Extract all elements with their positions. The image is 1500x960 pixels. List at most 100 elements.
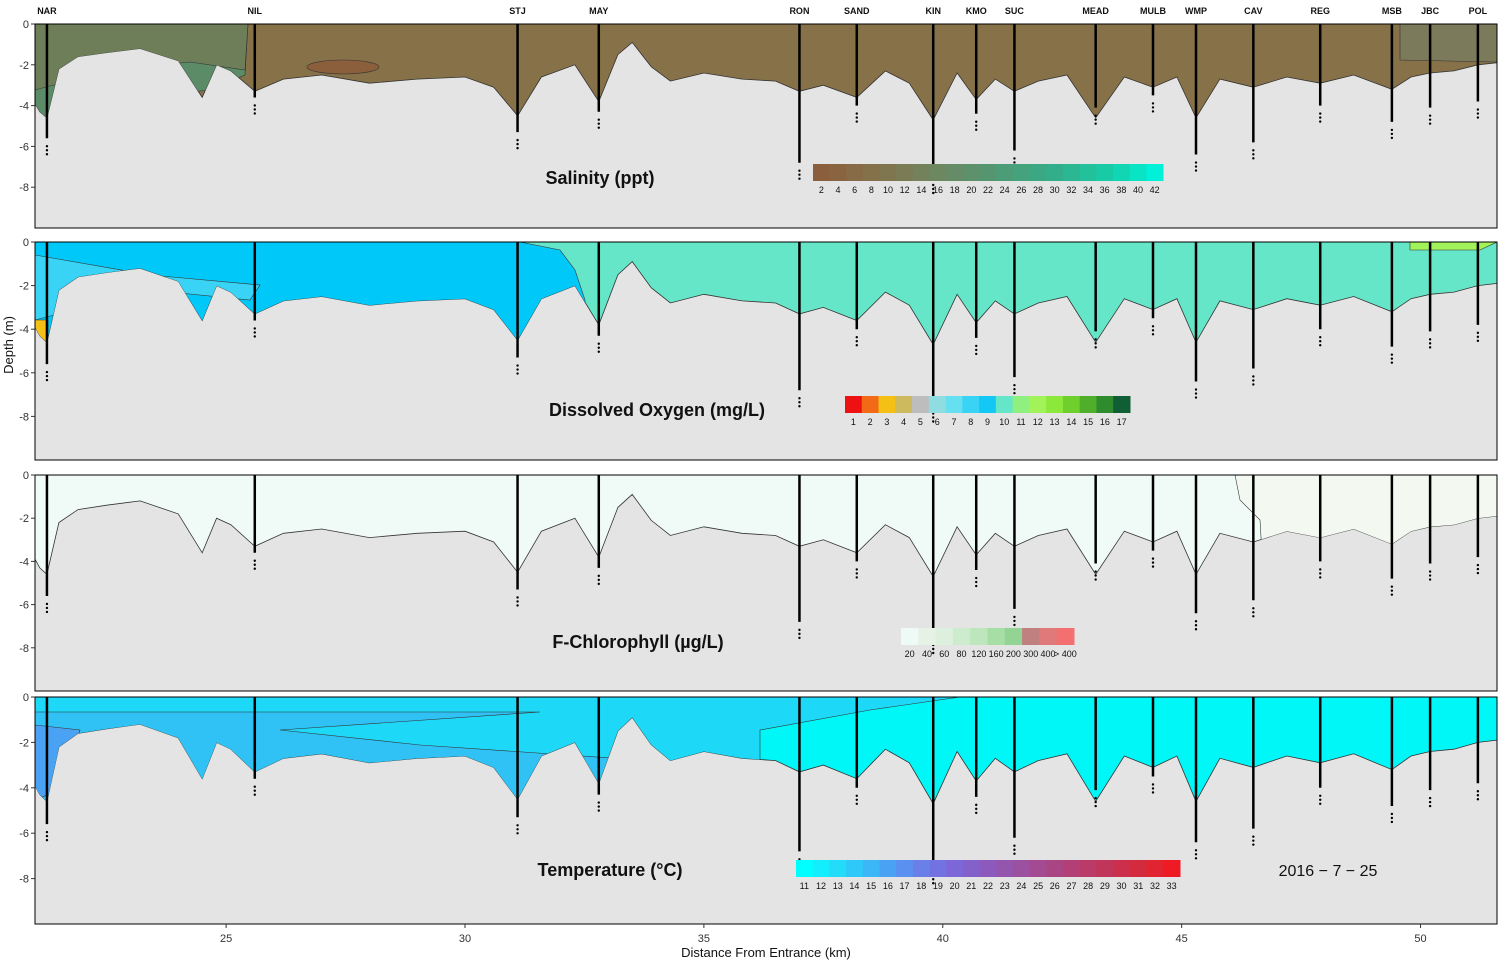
legend-swatch <box>1146 860 1164 877</box>
station-sample-dot <box>1194 165 1198 168</box>
legend-swatch <box>846 164 864 181</box>
legend-tick-label: 300 <box>1023 649 1038 659</box>
station-sample-dot <box>1094 796 1097 800</box>
station-sample-dot <box>516 604 519 607</box>
station-label-pol: POL <box>1469 6 1488 16</box>
station-sample-dot <box>45 149 49 152</box>
legend-swatch <box>1113 860 1131 877</box>
legend-swatch <box>896 164 914 181</box>
station-sample-dot <box>975 124 978 127</box>
panel-title: Salinity (ppt) <box>546 168 655 188</box>
station-sample-dot <box>1428 342 1432 345</box>
legend-swatch <box>1029 860 1047 877</box>
station-sample-dot <box>597 805 600 808</box>
panel-border <box>34 241 1498 461</box>
legend-swatch <box>901 628 919 645</box>
legend-tick-label: 12 <box>816 881 826 891</box>
station-sample-dot <box>1151 329 1155 332</box>
y-tick-label: -6 <box>19 828 29 840</box>
station-sample-dot <box>1252 843 1255 846</box>
legend-swatch <box>895 396 913 413</box>
y-tick-label: -4 <box>19 556 29 568</box>
station-label-nar: NAR <box>37 6 57 16</box>
legend-tick-label: 24 <box>1000 185 1010 195</box>
station-sample-dot <box>1476 798 1480 801</box>
station-sample-dot <box>1428 346 1432 349</box>
station-sample-dot <box>45 602 49 606</box>
legend-tick-label: 42 <box>1150 185 1160 195</box>
station-sample-dot <box>516 372 519 375</box>
station-sample-dot <box>1319 112 1322 115</box>
legend-swatch <box>946 860 964 877</box>
station-sample-dot <box>798 177 801 180</box>
station-sample-dot <box>516 828 519 831</box>
legend-swatch <box>979 164 997 181</box>
station-sample-dot <box>1428 118 1432 121</box>
legend-tick-label: 30 <box>1050 185 1060 195</box>
station-label-reg: REG <box>1310 6 1330 16</box>
station-sample-dot <box>253 327 256 330</box>
station-sample-dot <box>253 793 256 796</box>
station-sample-dot <box>1194 161 1198 164</box>
station-sample-dot <box>1390 589 1394 592</box>
legend-tick-label: 11 <box>800 881 809 891</box>
legend-swatch <box>796 860 814 877</box>
station-sample-dot <box>1194 396 1198 399</box>
station-sample-dot <box>1319 344 1322 347</box>
panel-border <box>34 23 1498 229</box>
station-sample-dot <box>516 832 519 835</box>
station-sample-dot <box>1013 387 1016 391</box>
station-sample-dot <box>1319 802 1322 805</box>
station-sample-dot <box>1194 857 1198 860</box>
station-sample-dot <box>1194 169 1198 172</box>
legend-tick-label: 16 <box>933 185 943 195</box>
station-sample-dot <box>253 785 256 788</box>
station-sample-dot <box>975 807 978 811</box>
salinity-band-east <box>1399 24 1497 63</box>
legend-swatch <box>1163 860 1181 877</box>
station-sample-dot <box>253 567 256 570</box>
y-tick-label: -8 <box>19 182 29 194</box>
station-sample-dot <box>597 350 600 353</box>
x-tick-label: 45 <box>1176 933 1188 945</box>
station-sample-dot <box>855 794 858 797</box>
y-axis-title: Depth (m) <box>1 316 16 374</box>
station-sample-dot <box>1428 338 1432 341</box>
station-sample-dot <box>1252 379 1255 382</box>
station-label-kmo: KMO <box>966 6 987 16</box>
station-sample-dot <box>855 340 858 343</box>
station-sample-dot <box>1390 593 1394 596</box>
legend-tick-label: 12 <box>1033 417 1043 427</box>
y-tick-label: -6 <box>19 600 29 612</box>
station-sample-dot <box>253 559 256 562</box>
station-sample-dot <box>975 348 978 352</box>
legend-tick-label: 400 <box>1041 649 1056 659</box>
station-sample-dot <box>1013 848 1016 851</box>
station-sample-dot <box>975 344 978 348</box>
legend-tick-label: 25 <box>1033 881 1043 891</box>
station-sample-dot <box>1194 388 1198 391</box>
station-sample-dot <box>1194 853 1198 856</box>
station-sample-dot <box>975 128 978 131</box>
station-sample-dot <box>1151 557 1155 560</box>
legend-tick-label: 16 <box>883 881 893 891</box>
station-sample-dot <box>1252 615 1255 618</box>
legend-swatch <box>1029 396 1047 413</box>
station-sample-dot <box>1094 342 1097 345</box>
legend-tick-label: 36 <box>1100 185 1110 195</box>
station-sample-dot <box>798 401 801 404</box>
legend-tick-label: 28 <box>1033 185 1043 195</box>
legend-swatch <box>996 164 1014 181</box>
station-sample-dot <box>932 651 935 655</box>
station-sample-dot <box>1428 800 1432 804</box>
station-sample-dot <box>516 142 519 146</box>
station-sample-dot <box>45 145 49 148</box>
station-sample-dot <box>1013 383 1016 387</box>
legend-swatch <box>995 396 1014 413</box>
x-tick-label: 25 <box>220 933 232 945</box>
station-sample-dot <box>253 331 256 334</box>
station-sample-dot <box>1319 794 1322 797</box>
station-sample-dot <box>597 582 600 586</box>
legend-swatch <box>1063 164 1081 181</box>
station-sample-dot <box>932 183 935 187</box>
